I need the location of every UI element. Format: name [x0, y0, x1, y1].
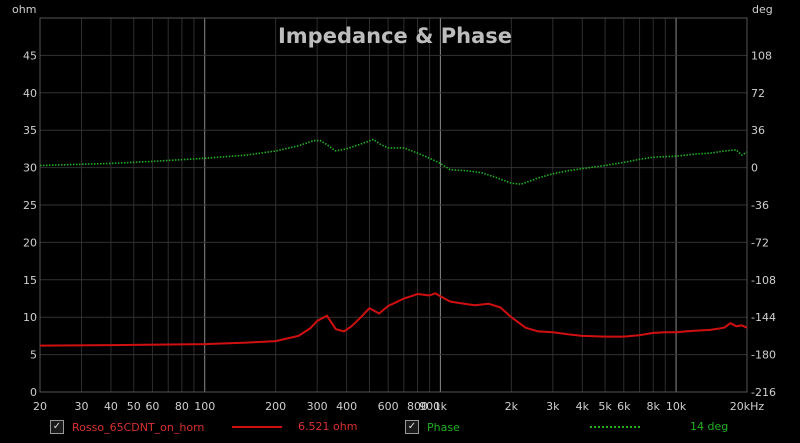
y-axis-right-label: deg	[752, 3, 773, 16]
y-left-tick-label: 30	[23, 162, 37, 175]
legend-item-impedance[interactable]: ✓ Rosso_65CDNT_on_horn	[50, 420, 204, 434]
grid	[39, 17, 748, 393]
x-tick-label: 3k	[546, 400, 560, 413]
x-tick-label: 50	[127, 400, 141, 413]
legend-swatch-phase	[590, 426, 640, 428]
x-tick-label: 2k	[505, 400, 519, 413]
y-right-tick-label: -216	[751, 386, 776, 399]
phase-line	[39, 138, 748, 185]
legend-label-impedance: Rosso_65CDNT_on_horn	[72, 420, 205, 434]
x-tick-label: 100	[194, 400, 215, 413]
y-left-tick-label: 0	[30, 386, 37, 399]
x-tick-label: 900	[419, 400, 440, 413]
y-left-tick-label: 10	[23, 311, 37, 324]
x-tick-label: 200	[265, 400, 286, 413]
y-left-tick-label: 25	[23, 199, 37, 212]
legend-checkbox-impedance[interactable]: ✓	[50, 420, 64, 434]
x-tick-label: 300	[307, 400, 328, 413]
y-axis-left-label: ohm	[12, 3, 36, 16]
y-right-tick-label: 36	[751, 124, 765, 137]
y-right-tick-label: 72	[751, 87, 765, 100]
x-tick-label: 60	[145, 400, 159, 413]
x-tick-label: 400	[336, 400, 357, 413]
x-tick-label: 20	[33, 400, 47, 413]
legend-checkbox-phase[interactable]: ✓	[405, 420, 419, 434]
impedance-line	[39, 292, 748, 347]
x-tick-label: 800	[407, 400, 428, 413]
y-right-tick-label: -180	[751, 349, 776, 362]
y-right-tick-label: 108	[751, 49, 772, 62]
legend-swatch-impedance	[232, 426, 282, 428]
x-tick-label: 40	[104, 400, 118, 413]
y-left-tick-label: 15	[23, 274, 37, 287]
x-tick-label: 10k	[666, 400, 687, 413]
legend-item-phase[interactable]: ✓ Phase	[405, 420, 460, 434]
y-right-tick-label: -144	[751, 311, 776, 324]
series-lines	[39, 138, 748, 347]
legend-label-phase: Phase	[427, 420, 460, 434]
x-tick-label: 1k	[434, 400, 448, 413]
x-tick-label: 30	[74, 400, 88, 413]
chart-title: Impedance & Phase	[278, 24, 512, 48]
y-right-tick-label: -108	[751, 274, 776, 287]
legend-value-phase-wrap: 14 deg	[690, 420, 728, 433]
impedance-phase-chart: Impedance & Phase ohm deg 20 30 40 50 60 80 10…	[12, 3, 776, 413]
x-tick-label: 80	[175, 400, 189, 413]
x-tick-label: 4k	[576, 400, 590, 413]
y-left-tick-label: 20	[23, 236, 37, 249]
y-right-tick-label: 0	[751, 162, 758, 175]
y-right-tick-label: -36	[751, 199, 769, 212]
legend-value-impedance-wrap: 6.521 ohm	[298, 420, 357, 433]
legend-value-phase: 14 deg	[690, 420, 729, 433]
legend: ✓ Rosso_65CDNT_on_horn 6.521 ohm ✓ Phase…	[0, 417, 800, 439]
x-tick-label: 8k	[647, 400, 661, 413]
y-left-tick-label: 40	[23, 87, 37, 100]
plot-frame	[39, 17, 748, 393]
x-tick-label: 600	[378, 400, 399, 413]
x-tick-label: 20kHz	[730, 400, 765, 413]
y-left-tick-label: 35	[23, 124, 37, 137]
x-tick-label: 6k	[617, 400, 631, 413]
y-right-tick-label: -72	[751, 236, 769, 249]
legend-value-impedance: 6.521 ohm	[298, 420, 358, 433]
y-left-tick-label: 5	[30, 349, 37, 362]
x-tick-label: 5k	[598, 400, 612, 413]
y-left-tick-label: 45	[23, 49, 37, 62]
